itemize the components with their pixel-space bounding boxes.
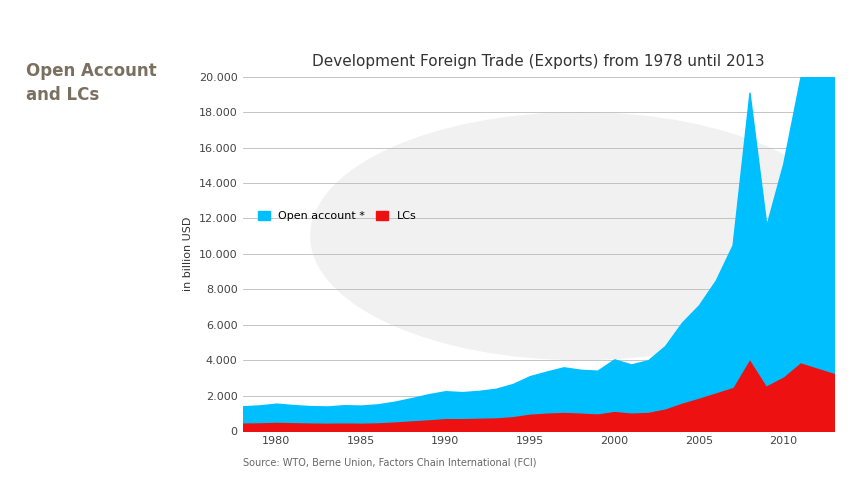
Text: Open Account
and LCs: Open Account and LCs bbox=[26, 62, 156, 104]
Text: Source: WTO, Berne Union, Factors Chain International (FCI): Source: WTO, Berne Union, Factors Chain … bbox=[243, 457, 536, 467]
Title: Development Foreign Trade (Exports) from 1978 until 2013: Development Foreign Trade (Exports) from… bbox=[312, 54, 764, 68]
Ellipse shape bbox=[310, 112, 851, 360]
Y-axis label: in billion USD: in billion USD bbox=[183, 217, 193, 291]
Legend: Open account *, LCs: Open account *, LCs bbox=[254, 206, 420, 226]
